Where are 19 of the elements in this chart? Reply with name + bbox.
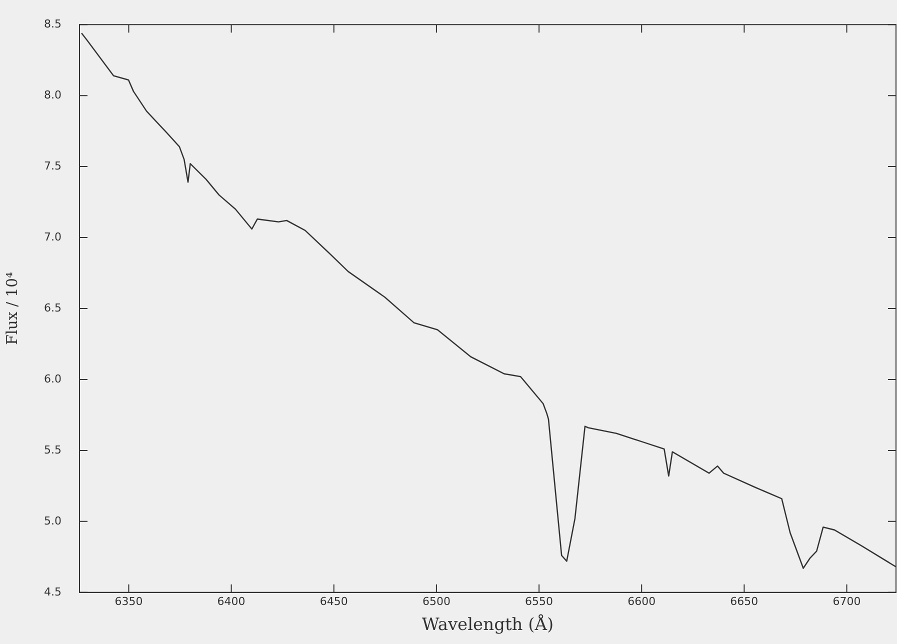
- y-tick-label: 5.0: [44, 514, 62, 528]
- y-tick-label: 8.0: [44, 88, 62, 102]
- x-tick-label: 6600: [628, 594, 656, 608]
- x-tick-label: 6700: [832, 594, 861, 608]
- x-tick-label: 6350: [114, 594, 143, 608]
- y-tick-label: 7.5: [44, 159, 62, 172]
- y-tick-label: 8.5: [44, 17, 62, 30]
- x-tick-label: 6650: [730, 594, 758, 608]
- x-tick-label: 6500: [422, 594, 450, 608]
- y-tick-label: 6.5: [44, 301, 62, 314]
- y-tick-label: 7.0: [44, 230, 62, 244]
- x-tick-label: 6400: [217, 594, 246, 608]
- y-tick-label: 5.5: [44, 443, 62, 456]
- y-tick-label: 4.5: [44, 585, 62, 598]
- y-tick-label: 6.0: [44, 372, 62, 386]
- x-tick-label: 6450: [320, 594, 348, 608]
- x-axis-title: Wavelength (Å): [422, 614, 554, 636]
- x-tick-label: 6550: [525, 594, 554, 608]
- y-axis-title: Flux / 10⁴: [2, 272, 21, 346]
